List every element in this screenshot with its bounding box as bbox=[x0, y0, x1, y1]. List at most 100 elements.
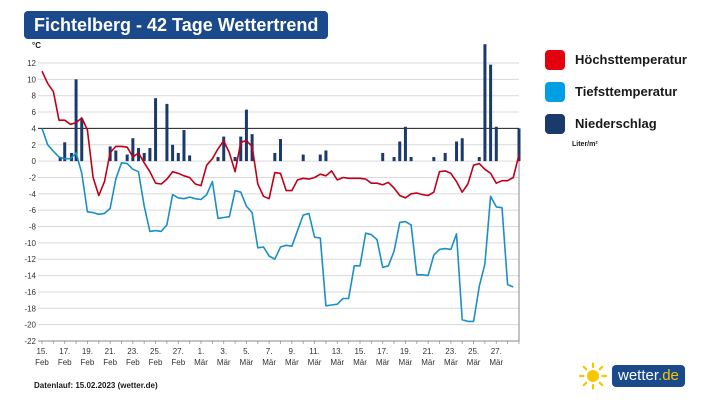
precipitation-bar bbox=[244, 109, 248, 162]
x-tick-label-month: Feb bbox=[103, 358, 117, 367]
precipitation-bar bbox=[403, 126, 407, 162]
logo-tld: .de bbox=[658, 367, 679, 384]
x-tick-label-day: 5. bbox=[243, 347, 250, 356]
x-tick-label-month: Feb bbox=[35, 358, 49, 367]
precipitation-bar bbox=[63, 142, 67, 162]
precipitation-bar bbox=[74, 79, 78, 162]
x-tick-label-day: 13. bbox=[332, 347, 343, 356]
y-tick-label: 10 bbox=[27, 75, 36, 84]
x-tick-label-month: Mär bbox=[399, 358, 413, 367]
precipitation-bar bbox=[176, 152, 180, 162]
y-tick-label: -6 bbox=[29, 206, 37, 215]
x-tick-label-day: 15. bbox=[36, 347, 47, 356]
x-tick-label-day: 25. bbox=[150, 347, 161, 356]
legend-swatch-precipitation bbox=[545, 114, 565, 134]
x-tick-label-day: 9. bbox=[289, 347, 296, 356]
y-tick-label: -10 bbox=[24, 239, 36, 248]
y-tick-label: -2 bbox=[29, 173, 37, 182]
precipitation-bar bbox=[165, 103, 169, 162]
x-tick-label-month: Mär bbox=[467, 358, 481, 367]
x-tick-label-day: 7. bbox=[266, 347, 273, 356]
precipitation-unit-label: Liter/m² bbox=[572, 141, 598, 148]
x-tick-label-day: 21. bbox=[423, 347, 434, 356]
precipitation-bar bbox=[222, 136, 226, 162]
precipitation-bar bbox=[273, 152, 277, 162]
precipitation-bar bbox=[460, 138, 464, 162]
x-tick-label-month: Mär bbox=[330, 358, 344, 367]
precipitation-bar bbox=[239, 136, 243, 162]
precipitation-bar bbox=[455, 141, 459, 162]
x-tick-label-day: 3. bbox=[220, 347, 227, 356]
x-tick-label-month: Mär bbox=[489, 358, 503, 367]
precipitation-bar bbox=[483, 44, 487, 162]
precipitation-bar bbox=[171, 144, 175, 162]
legend-label-min-temp: Tiefsttemperatur bbox=[575, 84, 678, 99]
x-tick-label-day: 1. bbox=[198, 347, 205, 356]
x-tick-label-day: 21. bbox=[105, 347, 116, 356]
y-tick-label: 12 bbox=[27, 59, 36, 68]
x-tick-label-day: 17. bbox=[59, 347, 70, 356]
precipitation-bar bbox=[381, 152, 385, 162]
precipitation-bar bbox=[392, 157, 396, 162]
precipitation-bar bbox=[233, 157, 237, 162]
precipitation-bar bbox=[409, 157, 413, 162]
x-tick-label-month: Mär bbox=[262, 358, 276, 367]
x-tick-label-day: 15. bbox=[354, 347, 365, 356]
x-tick-label-month: Mär bbox=[194, 358, 208, 367]
legend-label-max-temp: Höchsttemperatur bbox=[575, 52, 687, 67]
precipitation-bar bbox=[58, 157, 62, 162]
precipitation-bar bbox=[494, 126, 498, 162]
y-tick-label: 0 bbox=[32, 157, 37, 166]
x-tick-label-month: Mär bbox=[217, 358, 231, 367]
x-tick-label-day: 19. bbox=[82, 347, 93, 356]
x-tick-label-month: Mär bbox=[376, 358, 390, 367]
precipitation-bar bbox=[324, 150, 328, 162]
x-tick-label-day: 27. bbox=[491, 347, 502, 356]
y-tick-label: -8 bbox=[29, 223, 37, 232]
precipitation-bar bbox=[114, 150, 118, 162]
precipitation-bar bbox=[125, 154, 129, 162]
y-tick-label: 6 bbox=[32, 108, 37, 117]
x-tick-label-day: 23. bbox=[127, 347, 138, 356]
x-tick-label-month: Feb bbox=[171, 358, 185, 367]
y-tick-label: -4 bbox=[29, 190, 37, 199]
y-tick-label: -22 bbox=[24, 337, 36, 346]
precipitation-bar bbox=[398, 141, 402, 162]
x-tick-label-month: Feb bbox=[126, 358, 140, 367]
precipitation-bar bbox=[188, 155, 192, 162]
chart-axes: 121086420-2-4-6-8-10-12-14-16-18-20-2215… bbox=[24, 59, 520, 367]
data-run-footer: Datenlauf: 15.02.2023 (wetter.de) bbox=[34, 381, 158, 390]
y-tick-label: -18 bbox=[24, 304, 36, 313]
precipitation-bar bbox=[489, 64, 493, 162]
y-tick-label: 8 bbox=[32, 92, 37, 101]
y-tick-label: 4 bbox=[32, 124, 37, 133]
logo-name: wetter bbox=[618, 367, 659, 384]
y-tick-label: -12 bbox=[24, 255, 36, 264]
logo-wordmark: wetter.de bbox=[612, 365, 685, 387]
x-tick-label-month: Mär bbox=[240, 358, 254, 367]
x-tick-label-day: 11. bbox=[309, 347, 320, 356]
x-tick-label-month: Feb bbox=[81, 358, 95, 367]
legend-swatch-max-temp bbox=[545, 50, 565, 70]
precipitation-bar bbox=[154, 98, 158, 162]
x-tick-label-day: 17. bbox=[377, 347, 388, 356]
y-tick-label: -16 bbox=[24, 288, 36, 297]
sun-icon bbox=[578, 362, 608, 390]
x-tick-label-day: 23. bbox=[445, 347, 456, 356]
y-axis-label: °C bbox=[32, 41, 41, 50]
precipitation-bar bbox=[131, 138, 135, 162]
x-tick-label-month: Feb bbox=[149, 358, 163, 367]
legend-swatch-min-temp bbox=[545, 82, 565, 102]
legend-label-precipitation: Niederschlag bbox=[575, 116, 657, 131]
page-title: Fichtelberg - 42 Tage Wettertrend bbox=[24, 11, 329, 39]
precipitation-bar bbox=[432, 157, 436, 162]
precipitation-bar bbox=[443, 152, 447, 162]
chart-grid bbox=[38, 62, 520, 342]
precipitation-bar bbox=[318, 154, 322, 162]
x-tick-label-day: 25. bbox=[468, 347, 479, 356]
x-tick-label-month: Mär bbox=[353, 358, 367, 367]
max-temperature-line bbox=[41, 70, 520, 200]
x-tick-label-month: Feb bbox=[58, 358, 72, 367]
x-tick-label-month: Mär bbox=[421, 358, 435, 367]
